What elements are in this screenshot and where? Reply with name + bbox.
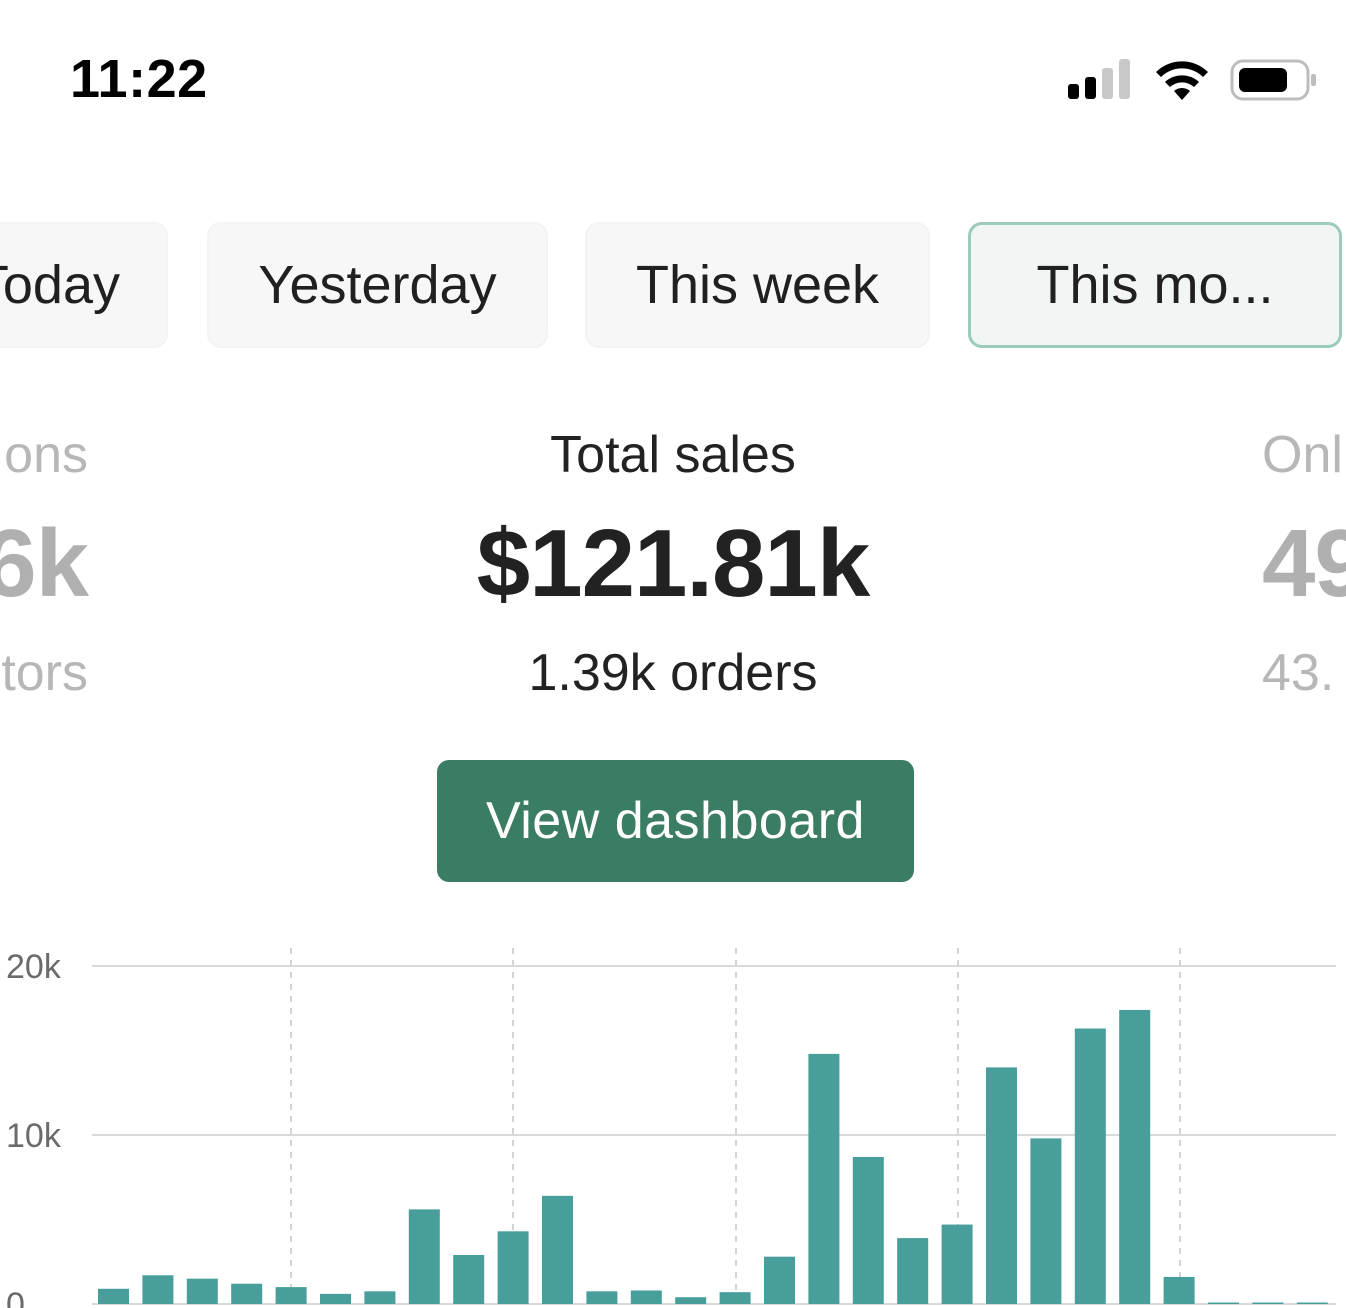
- chart-bar: [453, 1254, 485, 1304]
- chart-bar: [408, 1209, 440, 1304]
- chart-bar: [808, 1053, 840, 1304]
- metric-label: Onl: [1262, 426, 1343, 484]
- metric-value: 49: [1262, 510, 1346, 617]
- chart-bar: [1208, 1302, 1239, 1304]
- chart-bar: [231, 1283, 263, 1304]
- chart-bar: [941, 1224, 973, 1304]
- metric-card-sessions[interactable]: ons 6k tors: [0, 425, 89, 703]
- period-tabs: Today Yesterday This week This mo...: [0, 222, 1346, 350]
- chart-bar: [897, 1238, 929, 1304]
- tab-this-week[interactable]: This week: [585, 222, 930, 348]
- metric-subtext: 43.: [1262, 644, 1335, 702]
- sales-bar-chart: 20k 10k 0: [6, 948, 1336, 1308]
- chart-bar: [186, 1278, 218, 1304]
- chart-bar: [275, 1287, 307, 1304]
- chart-bar: [1163, 1276, 1195, 1304]
- y-tick-label: 20k: [6, 948, 62, 986]
- cellular-signal-icon: [1068, 59, 1130, 99]
- metric-card-total-sales[interactable]: Total sales $121.81k 1.39k orders: [373, 425, 973, 703]
- metric-label: Total sales: [550, 426, 796, 484]
- y-tick-label: 10k: [6, 1117, 62, 1155]
- metric-value: $121.81k: [476, 510, 870, 617]
- chart-bar: [675, 1297, 707, 1304]
- chart-bar: [542, 1195, 573, 1304]
- metric-label: ons: [4, 426, 88, 484]
- tab-yesterday[interactable]: Yesterday: [207, 222, 548, 348]
- chart-bar: [1252, 1302, 1284, 1304]
- chart-bar: [364, 1291, 396, 1304]
- chart-bar: [98, 1288, 129, 1304]
- y-tick-label: 0: [6, 1286, 25, 1308]
- status-time: 11:22: [70, 49, 208, 109]
- chart-bar: [320, 1293, 351, 1304]
- metric-subtext: tors: [1, 644, 88, 702]
- chart-bar: [852, 1156, 884, 1304]
- tab-this-month[interactable]: This mo...: [968, 222, 1342, 348]
- metric-subtext: 1.39k orders: [528, 644, 818, 702]
- chart-bar: [1296, 1302, 1328, 1304]
- wifi-icon: [1156, 61, 1208, 100]
- view-dashboard-button[interactable]: View dashboard: [437, 760, 914, 882]
- chart-bar: [586, 1291, 618, 1304]
- chart-bar: [1119, 1009, 1151, 1304]
- chart-bar: [1030, 1138, 1062, 1304]
- chart-bar: [986, 1067, 1017, 1304]
- metric-card-online[interactable]: Onl 49 43.: [1262, 425, 1346, 703]
- chart-bar: [719, 1292, 751, 1304]
- chart-bar: [142, 1275, 174, 1304]
- chart-bar: [764, 1256, 795, 1304]
- battery-icon: [1230, 59, 1316, 101]
- metric-value: 6k: [0, 510, 89, 617]
- chart-bar: [630, 1290, 662, 1304]
- chart-bar: [1074, 1028, 1106, 1304]
- chart-bar: [497, 1231, 529, 1304]
- tab-today[interactable]: Today: [0, 222, 168, 348]
